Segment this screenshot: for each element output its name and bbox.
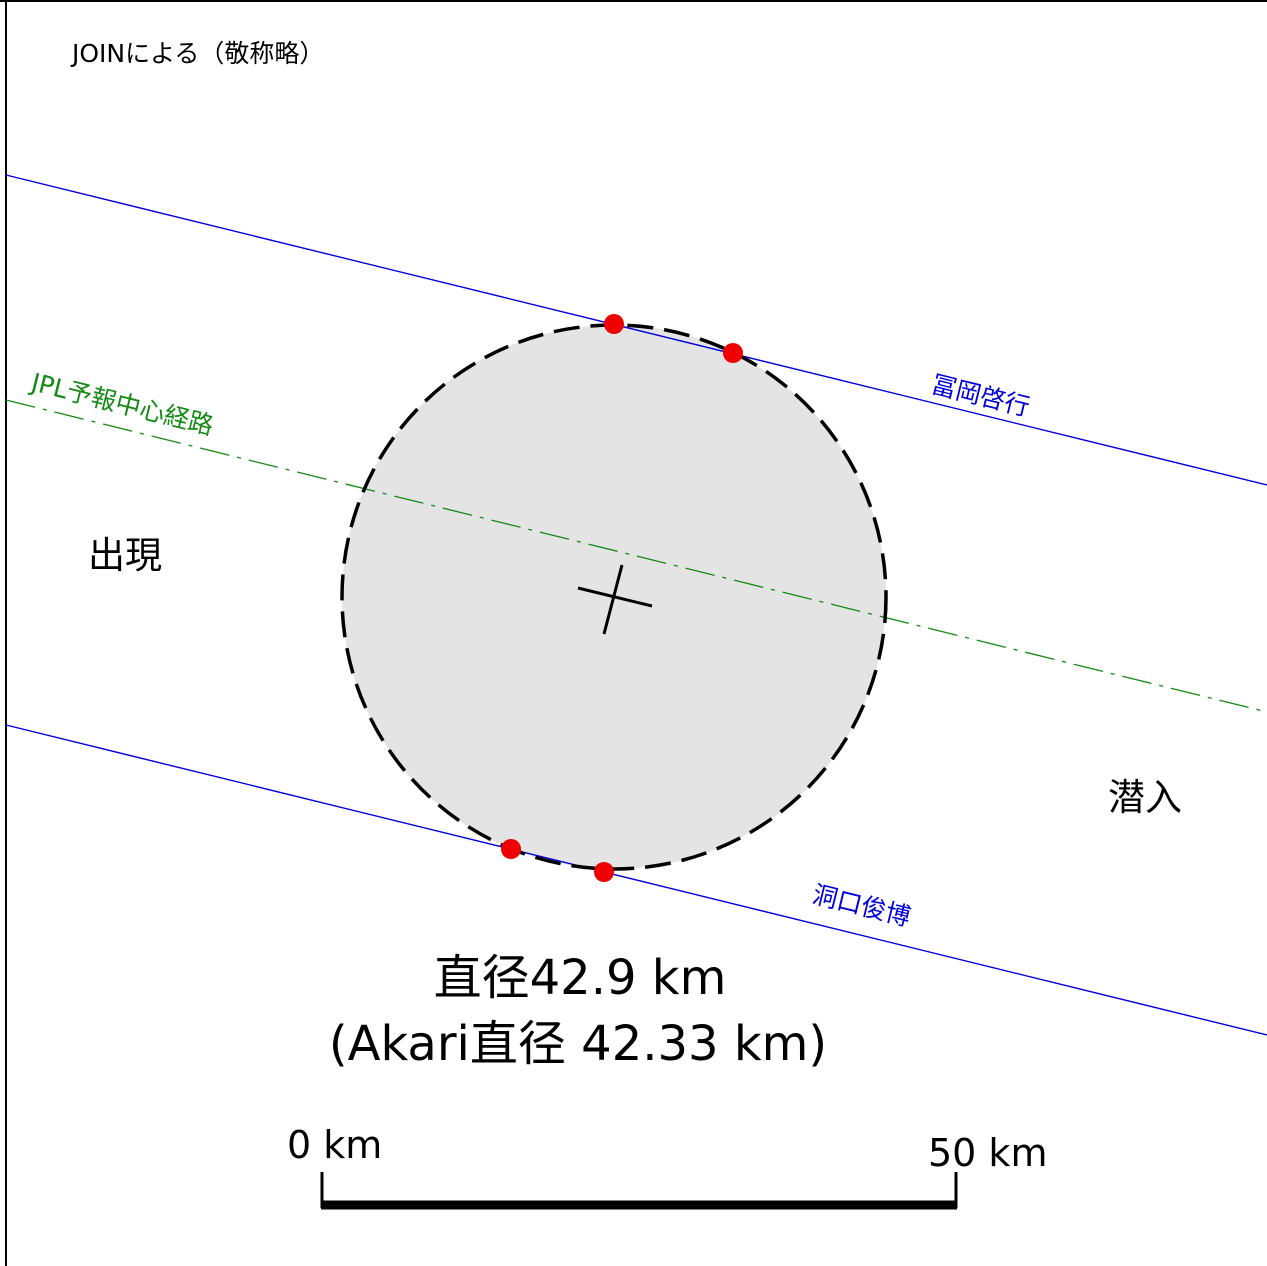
disappearance-label: 潜入 xyxy=(1108,776,1182,819)
observer-label-south: 洞口俊博 xyxy=(810,880,914,932)
center-cross-icon xyxy=(577,564,653,635)
contact-point-north-reappear xyxy=(723,343,743,363)
scale-bar: 0 km 50 km xyxy=(287,1123,1047,1210)
scale-bar-end-label: 50 km xyxy=(928,1131,1047,1175)
contact-point-south-reappear xyxy=(594,862,614,882)
chord-line-south xyxy=(5,724,1267,1036)
chord-line-north xyxy=(5,174,1267,486)
scale-bar-start-label: 0 km xyxy=(287,1123,382,1167)
diameter-result: 直径42.9 km xyxy=(434,950,727,1006)
predicted-center-path-line xyxy=(5,399,1267,713)
contact-point-north-disappear xyxy=(604,314,624,334)
credit-text: JOINによる（敬称略） xyxy=(70,39,324,68)
akari-diameter: (Akari直径 42.33 km) xyxy=(329,1016,827,1072)
contact-point-south-disappear xyxy=(501,839,521,859)
reappearance-label: 出現 xyxy=(88,534,162,577)
predicted-path-label: JPL予報中心経路 xyxy=(27,367,217,440)
